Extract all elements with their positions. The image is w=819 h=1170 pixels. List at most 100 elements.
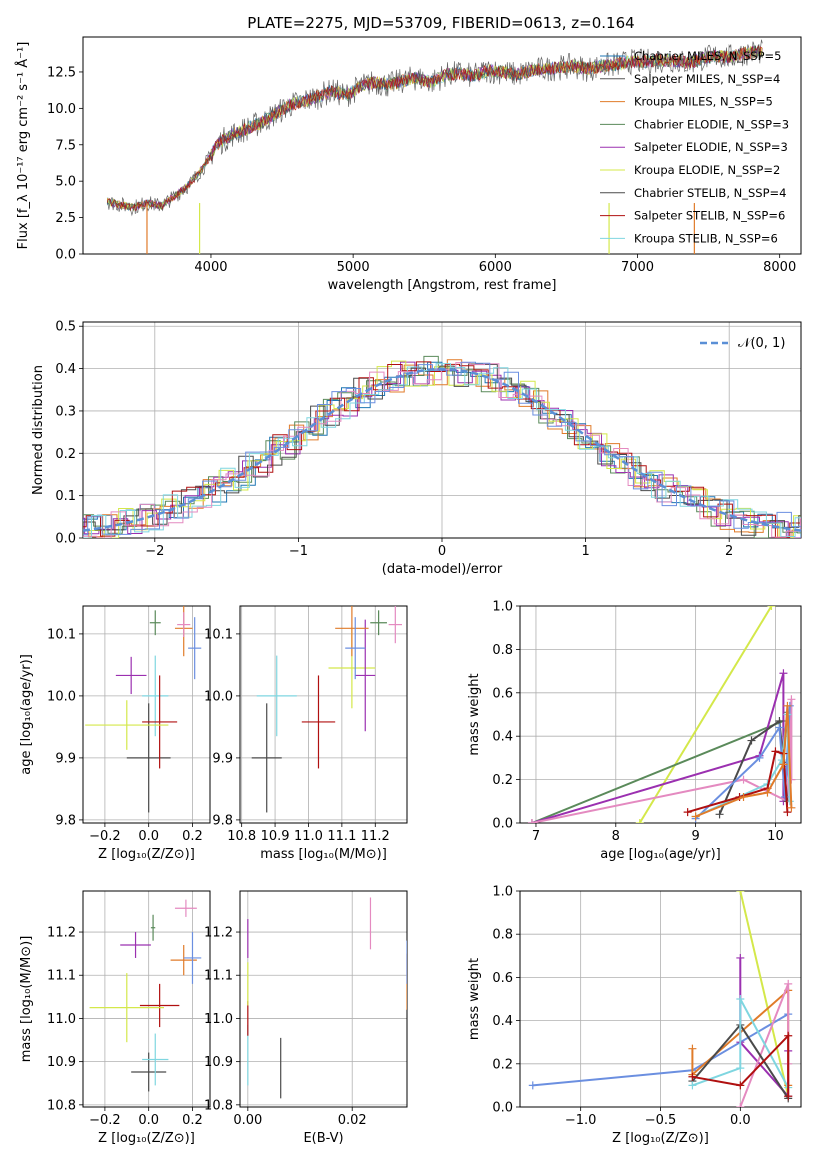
y-tick-label: 0.8 xyxy=(492,928,513,943)
weight-marker xyxy=(688,1044,697,1053)
histogram-series xyxy=(83,363,801,538)
gaussian-curve xyxy=(82,367,802,532)
weight-marker xyxy=(683,808,692,817)
x-tick-label: 10 xyxy=(767,829,784,844)
x-tick-label: −0.5 xyxy=(645,1113,677,1128)
y-tick-label: 7.5 xyxy=(55,138,76,153)
x-tick-label: 10.9 xyxy=(261,829,290,844)
weight-marker xyxy=(527,819,536,823)
y-tick-label: 0.0 xyxy=(492,1101,513,1116)
x-tick-label: −0.2 xyxy=(89,1113,121,1128)
x-tick-label: 7000 xyxy=(621,260,654,275)
x-tick-label: 0.00 xyxy=(233,1113,262,1128)
age-vs-mass-panel: 10.8 10.9 11.0 11.1 11.2 9.8 9.9 10.0 10.1 mass [… xyxy=(204,605,408,862)
x-tick-label: 0.0 xyxy=(138,1113,159,1128)
x-tick-label: 11.1 xyxy=(327,829,356,844)
weight-marker xyxy=(688,1081,697,1090)
y-tick-label: 2.5 xyxy=(55,211,76,226)
mass-vs-Z-panel: −0.2 0.0 0.2 10.8 10.9 11.0 11.1 11.2 Z [log₁₀(Z… xyxy=(19,890,211,1146)
x-tick-label: 6000 xyxy=(479,260,512,275)
weight-marker xyxy=(787,803,796,812)
y-tick-label: 0.0 xyxy=(55,532,76,547)
weight-vs-Z-panel: −1.0 −0.5 0.0 0.0 0.2 0.4 0.6 0.8 1.0 Z [log₁₀(Z/… xyxy=(467,885,802,1146)
weight-marker xyxy=(736,891,745,895)
x-tick-label: 0.2 xyxy=(182,829,203,844)
x-tick-label: 10.8 xyxy=(227,829,256,844)
y-tick-label: 0.0 xyxy=(492,817,513,832)
y-tick-label: 10.0 xyxy=(47,689,76,704)
weight-line xyxy=(695,705,793,818)
y-tick-label: 12.5 xyxy=(47,65,76,80)
y-axis-label: Flux [f_λ 10⁻¹⁷ erg cm⁻² s⁻¹ Å⁻¹] xyxy=(15,42,31,250)
x-tick-label: 8000 xyxy=(763,260,796,275)
y-tick-label: 0.6 xyxy=(492,686,513,701)
legend-label: Salpeter MILES, N_SSP=4 xyxy=(634,72,780,86)
y-tick-label: 11.2 xyxy=(47,926,76,941)
x-tick-label: 0.2 xyxy=(182,1113,203,1128)
x-tick-label: 0.0 xyxy=(138,829,159,844)
histogram-series xyxy=(83,362,801,538)
axes-frame xyxy=(82,36,802,255)
weight-line xyxy=(692,1033,790,1097)
weight-line xyxy=(638,606,773,823)
x-axis-label: E(B-V) xyxy=(303,1131,343,1146)
y-axis-label: mass weight xyxy=(467,673,482,755)
spectrum-panel: 4000 5000 6000 7000 8000 0.0 2.5 5.0 7.5 10.0 12.5… xyxy=(15,36,802,293)
x-tick-label: 11.0 xyxy=(294,829,323,844)
y-tick-label: 9.8 xyxy=(55,813,76,828)
x-axis-label: wavelength [Angstrom, rest frame] xyxy=(328,278,557,293)
legend-label: Salpeter STELIB, N_SSP=6 xyxy=(634,209,785,223)
legend-label: 𝒩(0, 1) xyxy=(738,336,785,351)
axes-frame xyxy=(239,605,408,824)
weight-marker xyxy=(736,1103,745,1107)
weight-marker xyxy=(635,819,644,823)
y-tick-label: 1.0 xyxy=(492,600,513,615)
y-axis-label: mass [log₁₀(M/M⊙)] xyxy=(19,936,34,1063)
weight-marker xyxy=(771,747,780,756)
weight-marker xyxy=(755,753,764,762)
weight-marker xyxy=(715,810,724,819)
y-tick-label: 10.1 xyxy=(47,627,76,642)
legend-label: Salpeter ELODIE, N_SSP=3 xyxy=(634,140,788,154)
y-tick-label: 1.0 xyxy=(492,885,513,900)
y-tick-label: 0.1 xyxy=(55,489,76,504)
y-tick-label: 0.8 xyxy=(492,643,513,658)
legend-label: Chabrier MILES, N_SSP=5 xyxy=(634,49,781,63)
x-axis-label: Z [log₁₀(Z/Z⊙)] xyxy=(612,1131,709,1146)
x-axis-label: age [log₁₀(age/yr)] xyxy=(600,847,721,862)
y-tick-label: 0.2 xyxy=(55,447,76,462)
y-tick-label: 9.9 xyxy=(55,751,76,766)
y-tick-label: 0.6 xyxy=(492,971,513,986)
y-tick-label: 11.1 xyxy=(47,969,76,984)
weight-marker xyxy=(779,760,788,769)
weight-marker xyxy=(767,606,776,610)
x-tick-label: 11.2 xyxy=(361,829,390,844)
weight-line xyxy=(739,891,790,1097)
x-tick-label: 4000 xyxy=(194,260,227,275)
histogram-series xyxy=(83,363,801,536)
weight-marker xyxy=(736,953,745,962)
x-tick-label: −2 xyxy=(145,544,164,559)
weight-marker xyxy=(528,1081,537,1090)
x-tick-label: −1.0 xyxy=(565,1113,597,1128)
x-axis-label: (data-model)/error xyxy=(382,562,503,577)
y-tick-label: 11.2 xyxy=(204,926,233,941)
y-tick-label: 10.9 xyxy=(204,1055,233,1070)
y-tick-label: 11.0 xyxy=(47,1012,76,1027)
weight-marker xyxy=(779,669,788,678)
y-tick-label: 0.5 xyxy=(55,320,76,335)
y-tick-label: 10.0 xyxy=(204,689,233,704)
weight-marker xyxy=(784,979,793,988)
legend-label: Chabrier ELODIE, N_SSP=3 xyxy=(634,117,789,131)
weight-marker xyxy=(783,701,792,710)
y-tick-label: 0.2 xyxy=(492,1057,513,1072)
spectrum-line xyxy=(106,46,763,212)
x-tick-label: 1 xyxy=(581,544,589,559)
weight-marker xyxy=(691,812,700,821)
legend-label: Kroupa ELODIE, N_SSP=2 xyxy=(634,163,780,177)
y-axis-label: age [log₁₀(age/yr)] xyxy=(19,654,34,775)
legend-label: Kroupa MILES, N_SSP=5 xyxy=(634,95,773,109)
residuals-panel: −2 −1 0 1 2 0.0 0.1 0.2 0.3 0.4 0.5 (data-model)/er… xyxy=(31,320,802,577)
x-tick-label: −1 xyxy=(289,544,308,559)
